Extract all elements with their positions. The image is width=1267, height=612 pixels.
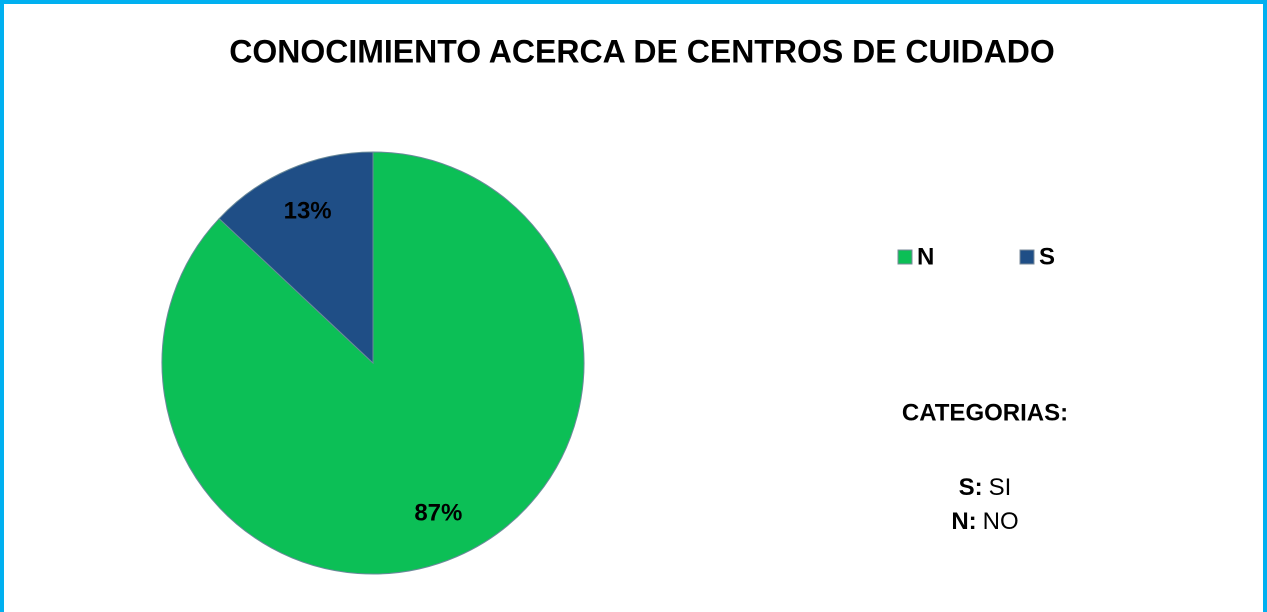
legend-label: N (917, 243, 934, 270)
annotation-text: SI (989, 474, 1012, 501)
legend-swatch (1019, 249, 1035, 265)
pie: 87% 13% (161, 151, 585, 575)
annotation-item: S: SI (959, 474, 1012, 501)
data-label: 87% (414, 499, 462, 526)
legend-swatch (897, 249, 913, 265)
pie-slice (218, 151, 374, 365)
legend-label: S (1039, 243, 1055, 270)
annotation-key: N: (951, 508, 976, 535)
annotation: CATEGORIAS: S: SI N: NO (902, 399, 1068, 535)
data-label: 13% (284, 197, 332, 224)
annotation-text: NO (983, 508, 1019, 535)
annotation-item: N: NO (951, 508, 1018, 535)
chart-title: CONOCIMIENTO ACERCA DE CENTROS DE CUIDAD… (229, 33, 1055, 69)
annotation-key: S: (959, 474, 983, 501)
annotation-heading: CATEGORIAS: (902, 399, 1068, 426)
